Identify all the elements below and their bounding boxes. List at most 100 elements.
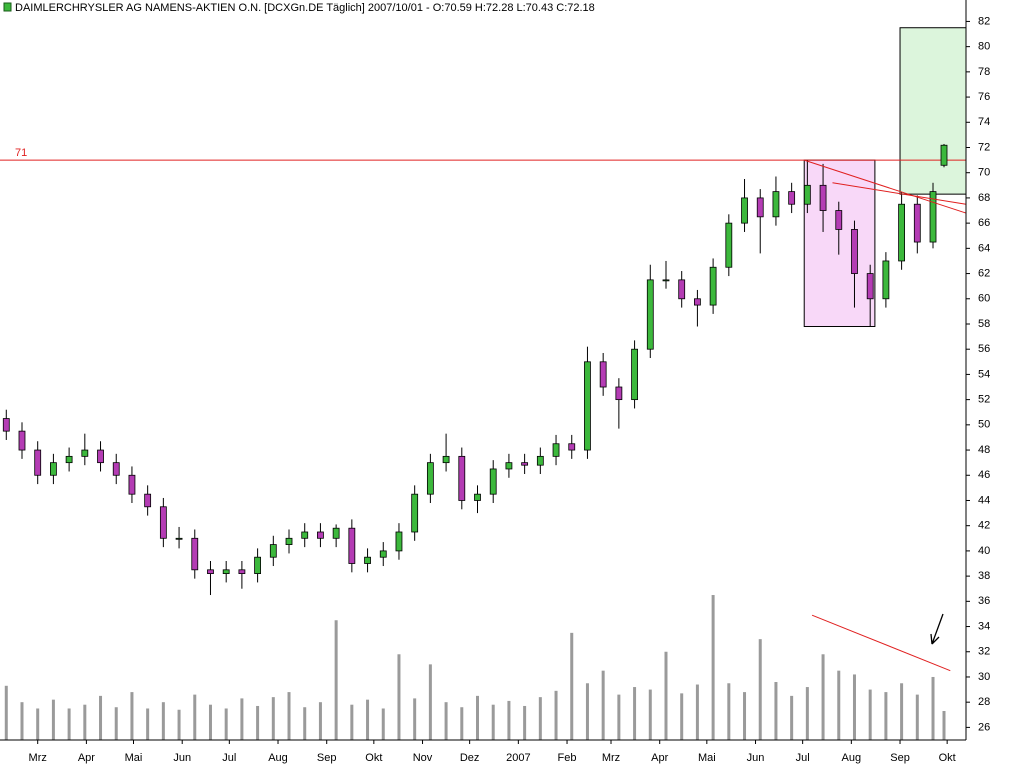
y-tick-label: 50 [978, 419, 990, 431]
volume-bar [790, 695, 794, 740]
highlight-box [803, 159, 876, 328]
volume-bar [743, 692, 747, 740]
candle-body [694, 298, 701, 306]
volume-bar [146, 708, 150, 740]
volume-bar [114, 707, 118, 740]
candle-body [725, 222, 733, 268]
volume-bar [256, 705, 260, 740]
x-tick-label: Nov [413, 752, 433, 764]
volume-bar [224, 708, 228, 740]
volume-bar [130, 692, 134, 740]
y-tick-label: 76 [978, 91, 990, 103]
x-tick-label: Mrz [29, 752, 47, 764]
volume-bar [193, 694, 197, 740]
volume-bar [821, 654, 825, 740]
candle-body [678, 279, 686, 300]
y-tick-label: 70 [978, 167, 990, 179]
x-tick-label: Jun [173, 752, 191, 764]
x-tick-label: Sep [317, 752, 337, 764]
candle-body [34, 449, 42, 476]
x-tick-label: Feb [558, 752, 577, 764]
volume-bar [444, 702, 448, 740]
candle-body [285, 537, 293, 545]
y-tick-label: 40 [978, 545, 990, 557]
candle-body [112, 462, 120, 476]
y-tick-label: 26 [978, 721, 990, 733]
candle-body [882, 260, 890, 300]
volume-bar [680, 693, 684, 740]
volume-bar [633, 687, 637, 740]
volume-bar [334, 620, 338, 740]
volume-bar [805, 687, 809, 740]
candle-body [568, 443, 576, 451]
candle-body [819, 184, 827, 211]
candle-body [599, 361, 607, 388]
volume-bar [837, 670, 841, 740]
plot-layer: 71 [0, 143, 967, 740]
candle-body [458, 455, 466, 501]
candle-body [332, 527, 340, 539]
volume-bar [664, 651, 668, 740]
candle-body [18, 430, 26, 451]
y-tick-label: 54 [978, 368, 990, 380]
candle-body [2, 418, 10, 432]
candle-body [301, 531, 309, 539]
volume-bar [868, 689, 872, 740]
candle-body [521, 462, 529, 466]
volume-bar [585, 683, 589, 740]
candle-body [835, 210, 843, 230]
y-tick-label: 38 [978, 570, 990, 582]
y-tick-label: 34 [978, 620, 990, 632]
horizontal-line-label: 71 [15, 147, 27, 159]
candle-body [940, 144, 948, 166]
candle-body [536, 455, 544, 466]
chart-title: DAIMLERCHRYSLER AG NAMENS-AKTIEN O.N. [D… [15, 2, 595, 14]
candle-body [97, 449, 104, 464]
trend-line [811, 614, 951, 672]
volume-bar [397, 654, 401, 740]
candle-body [81, 449, 89, 457]
y-tick-label: 64 [978, 242, 990, 254]
y-tick-label: 48 [978, 444, 990, 456]
candle-body [741, 197, 748, 224]
candle-body [772, 191, 780, 218]
volume-bar [915, 694, 919, 740]
volume-bar [460, 707, 464, 740]
candle-body [646, 279, 654, 350]
volume-bar [491, 704, 495, 740]
volume-bar [161, 702, 165, 740]
volume-bar [774, 682, 778, 740]
candle-body [489, 468, 497, 495]
x-tick-label: 2007 [506, 752, 530, 764]
volume-bar [570, 632, 574, 740]
y-tick-label: 82 [978, 15, 990, 27]
y-tick-label: 56 [978, 343, 990, 355]
volume-bar [884, 692, 888, 740]
candle-body [788, 191, 796, 205]
volume-bar [554, 690, 558, 740]
volume-bar [271, 697, 275, 740]
candle-body [913, 203, 921, 243]
x-tick-label: Jul [222, 752, 236, 764]
trend-line [804, 159, 967, 214]
volume-bar [67, 708, 71, 740]
candle-body [756, 197, 764, 218]
candle-body [254, 556, 262, 574]
y-tick-label: 42 [978, 520, 990, 532]
volume-bar [648, 689, 652, 740]
x-tick-label: Jun [747, 752, 765, 764]
x-tick-label: Apr [651, 752, 668, 764]
volume-bar [931, 676, 935, 740]
volume-bar [727, 683, 731, 740]
candle-body [474, 493, 481, 501]
volume-bar [318, 702, 322, 740]
volume-bar [523, 705, 527, 740]
candle-body [379, 550, 387, 558]
y-tick-label: 46 [978, 469, 990, 481]
y-tick-label: 78 [978, 66, 990, 78]
volume-bar [287, 692, 291, 740]
title-icon [3, 2, 12, 12]
x-tick-label: Jul [796, 752, 810, 764]
x-tick-label: Okt [939, 752, 956, 764]
